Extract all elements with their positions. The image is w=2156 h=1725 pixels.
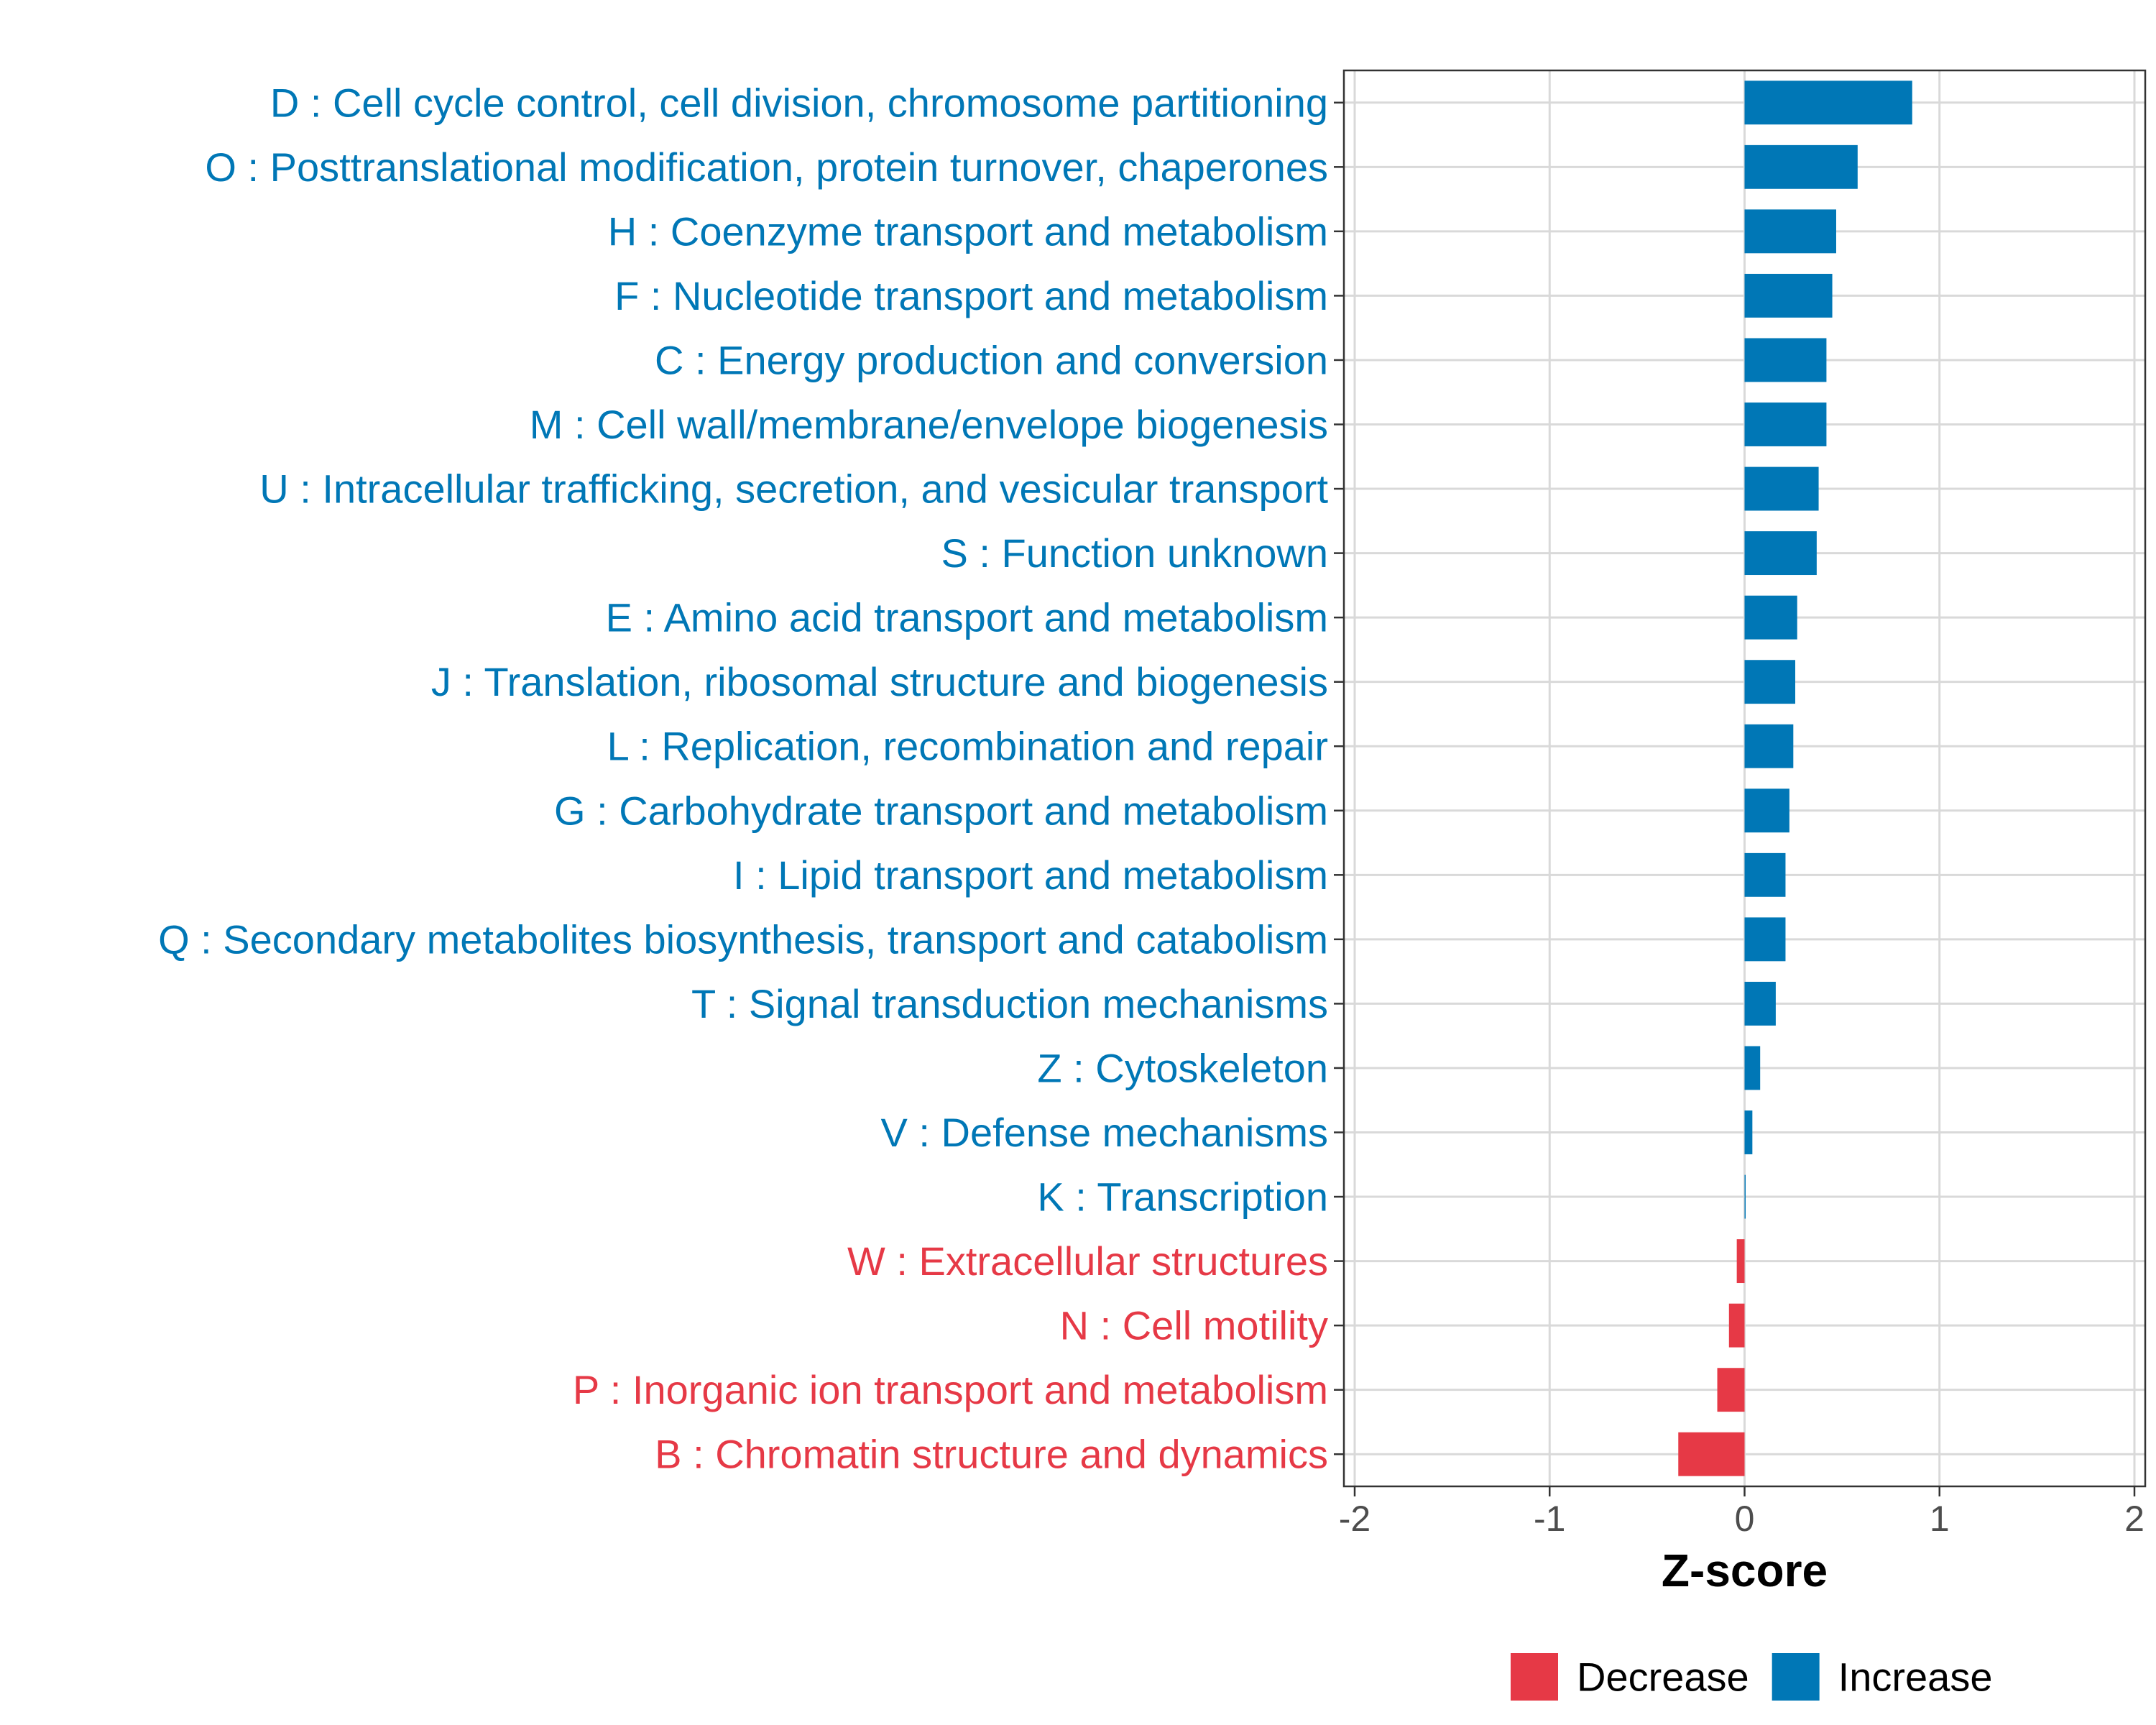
category-label: J : Translation, ribosomal structure and… <box>431 659 1328 704</box>
bar <box>1744 1046 1761 1090</box>
bar <box>1744 1110 1753 1154</box>
x-tick-label: 2 <box>2124 1499 2145 1539</box>
x-tick-label: 0 <box>1735 1499 1755 1539</box>
legend-label: Increase <box>1838 1655 1993 1700</box>
bar <box>1744 595 1797 640</box>
bar <box>1744 338 1827 382</box>
legend-key <box>1772 1653 1820 1701</box>
category-label: W : Extracellular structures <box>847 1238 1328 1284</box>
bar <box>1678 1432 1745 1476</box>
category-label: V : Defense mechanisms <box>881 1110 1328 1155</box>
bar <box>1744 724 1794 768</box>
bar <box>1744 917 1786 962</box>
bar <box>1744 80 1912 125</box>
y-axis-labels: D : Cell cycle control, cell division, c… <box>158 80 1328 1476</box>
category-label: G : Carbohydrate transport and metabolis… <box>554 788 1328 833</box>
category-label: L : Replication, recombination and repai… <box>607 724 1328 769</box>
x-axis-ticks: -2 -1 0 1 2 <box>1339 1486 2145 1539</box>
category-label: P : Inorganic ion transport and metaboli… <box>573 1367 1328 1412</box>
category-label: F : Nucleotide transport and metabolism <box>614 273 1328 318</box>
category-label: O : Posttranslational modification, prot… <box>205 144 1328 190</box>
category-label: Q : Secondary metabolites biosynthesis, … <box>158 916 1328 962</box>
bar <box>1744 209 1836 254</box>
bar <box>1744 466 1819 511</box>
category-label: E : Amino acid transport and metabolism <box>606 595 1328 640</box>
bar <box>1728 1303 1745 1348</box>
bar <box>1736 1239 1745 1284</box>
category-label: M : Cell wall/membrane/envelope biogenes… <box>530 402 1328 447</box>
category-label: I : Lipid transport and metabolism <box>733 852 1328 898</box>
category-label: N : Cell motility <box>1060 1303 1328 1348</box>
bar <box>1744 144 1858 189</box>
legend-label: Decrease <box>1577 1655 1749 1700</box>
bar <box>1744 1174 1746 1219</box>
bar <box>1744 660 1796 704</box>
legend: Decrease Increase <box>1511 1653 1992 1701</box>
bar <box>1744 402 1827 446</box>
y-axis-ticks <box>1334 101 1344 1455</box>
legend-key <box>1511 1653 1558 1701</box>
category-label: K : Transcription <box>1037 1174 1328 1220</box>
category-label: T : Signal transduction mechanisms <box>691 981 1328 1026</box>
bar <box>1744 273 1833 318</box>
x-tick-label: -2 <box>1339 1499 1370 1539</box>
bar <box>1717 1368 1745 1412</box>
category-label: U : Intracellular trafficking, secretion… <box>259 466 1328 512</box>
bar <box>1744 852 1786 897</box>
x-tick-label: 1 <box>1930 1499 1950 1539</box>
bars <box>1678 80 1912 1476</box>
bar <box>1744 981 1776 1026</box>
category-label: Z : Cytoskeleton <box>1037 1045 1328 1090</box>
category-label: H : Coenzyme transport and metabolism <box>608 208 1328 254</box>
x-tick-label: -1 <box>1534 1499 1565 1539</box>
x-axis-title: Z-score <box>1662 1545 1828 1596</box>
category-label: D : Cell cycle control, cell division, c… <box>270 80 1328 125</box>
category-label: S : Function unknown <box>941 530 1328 576</box>
bar <box>1744 531 1817 576</box>
category-label: C : Energy production and conversion <box>655 337 1328 382</box>
category-label: B : Chromatin structure and dynamics <box>655 1432 1328 1477</box>
bar <box>1744 788 1789 833</box>
